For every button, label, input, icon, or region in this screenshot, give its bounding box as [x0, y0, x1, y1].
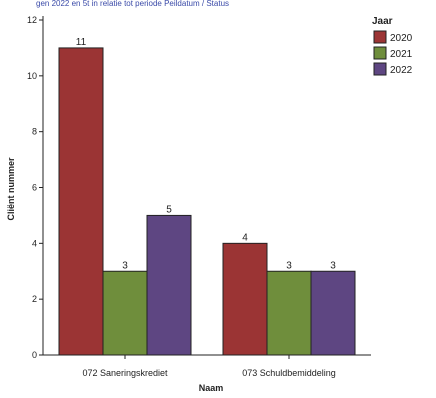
legend: Jaar 2020 2021 2022	[372, 16, 413, 76]
bar	[58, 47, 104, 356]
y-axis-title: Cliënt nummer	[6, 157, 16, 221]
y-tick-label: 6	[32, 183, 37, 193]
plot-area: 0 2 4 6 8 10 12 11 3 5 072 Saneringskrediet 4 3 3 073 …	[27, 15, 371, 378]
bar	[146, 214, 192, 356]
y-tick-label: 12	[27, 15, 37, 25]
category-label: 072 Saneringskrediet	[82, 368, 168, 378]
bar	[102, 270, 148, 356]
y-tick-label: 10	[27, 71, 37, 81]
header-caption: gen 2022 en 5t in relatie tot periode Pe…	[36, 0, 229, 8]
bar	[222, 242, 268, 356]
y-tick-label: 0	[32, 350, 37, 360]
bar	[266, 270, 312, 356]
legend-label: 2021	[390, 49, 413, 60]
bar-value-label: 3	[330, 260, 336, 271]
y-tick-label: 2	[32, 294, 37, 304]
legend-swatch	[373, 46, 387, 60]
bar	[310, 270, 356, 356]
bar-value-label: 3	[122, 260, 128, 271]
x-axis-title: Naam	[199, 383, 224, 393]
bar-value-label: 11	[76, 37, 87, 48]
bar-value-label: 3	[286, 260, 292, 271]
y-tick-label: 8	[32, 127, 37, 137]
y-tick-label: 4	[32, 238, 37, 248]
legend-label: 2022	[390, 65, 413, 76]
category-label: 073 Schuldbemiddeling	[242, 368, 336, 378]
legend-swatch	[373, 30, 387, 44]
bar-value-label: 4	[242, 232, 248, 243]
legend-swatch	[373, 62, 387, 76]
legend-title: Jaar	[372, 16, 393, 27]
legend-label: 2020	[390, 33, 413, 44]
bar-value-label: 5	[166, 204, 172, 215]
